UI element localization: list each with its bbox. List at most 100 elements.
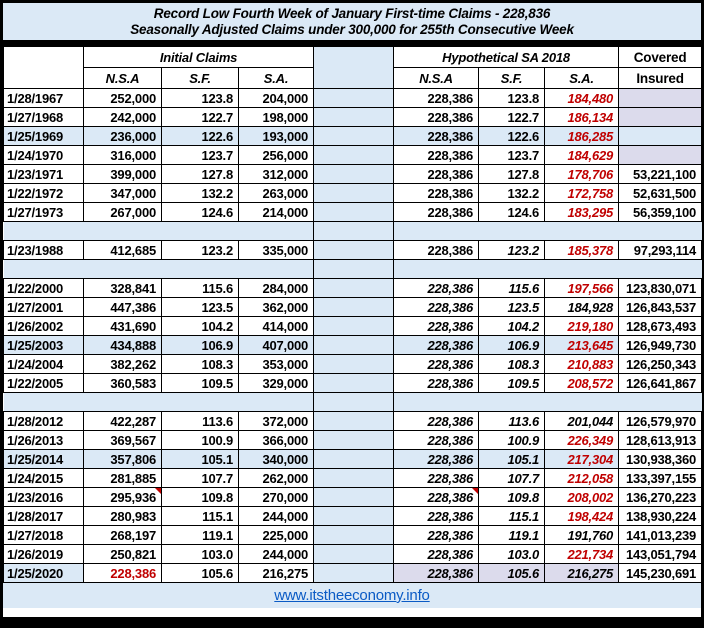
cell-hyp_sa: 210,883 (544, 354, 620, 374)
cell-covered_insured: 130,938,360 (618, 449, 703, 469)
cell-date: 1/27/1968 (3, 107, 84, 127)
cell-initial_sf: 103.0 (161, 544, 239, 564)
cell-hyp_sa: 186,134 (544, 107, 620, 127)
cell-date: 1/25/2020 (3, 563, 84, 583)
cell-hyp_sa: 201,044 (544, 411, 620, 431)
hyp-sa-header: S.A. (544, 67, 620, 89)
cell-spacer (313, 240, 395, 260)
cell-hyp_sf: 108.3 (478, 354, 546, 374)
cell-covered_insured: 128,613,913 (618, 430, 703, 450)
cell-initial_sa: 216,275 (237, 563, 315, 583)
table-row: 1/25/2014 357,806 105.1 340,000 228,386 105.1… (3, 449, 703, 469)
cell-initial_sa: 340,000 (237, 449, 315, 469)
cell-initial_nsa: 369,567 (83, 430, 162, 450)
cell-covered_insured: 141,013,239 (618, 525, 703, 545)
cell-hyp_nsa: 228,386 (393, 411, 480, 431)
spacer-column-header (313, 46, 395, 89)
cell-initial_nsa: 281,885 (83, 468, 162, 488)
cell-hyp_sa: 213,645 (544, 335, 620, 355)
cell-initial_sa: 312,000 (237, 164, 315, 184)
cell-initial_sf: 119.1 (161, 525, 239, 545)
cell-covered_insured: 136,270,223 (618, 487, 703, 507)
cell-initial_sf: 115.1 (161, 506, 239, 526)
cell-date: 1/28/2017 (3, 506, 84, 526)
cell-initial_nsa: 357,806 (83, 449, 162, 469)
cell-initial_nsa: 236,000 (83, 126, 162, 146)
cell-hyp_sf: 103.0 (478, 544, 546, 564)
table-row: 1/22/2005 360,583 109.5 329,000 228,386 109.5… (3, 373, 703, 393)
cell-hyp_sa: 185,378 (544, 240, 620, 260)
spacer-cell (313, 221, 395, 241)
cell-hyp_nsa: 228,386 (393, 506, 480, 526)
cell-initial_nsa: 412,685 (83, 240, 162, 260)
cell-covered_insured: 145,230,691 (618, 563, 703, 583)
cell-hyp_sf: 109.8 (478, 487, 546, 507)
cell-initial_sa: 329,000 (237, 373, 315, 393)
cell-hyp_nsa: 228,386 (393, 544, 480, 564)
cell-hyp_sa: 197,566 (544, 278, 620, 298)
website-link[interactable]: www.itstheeconomy.info (274, 587, 430, 604)
date-column-header (3, 46, 84, 89)
cell-hyp_nsa: 228,386 (393, 487, 480, 507)
spacer-cell (393, 221, 702, 241)
cell-spacer (313, 373, 395, 393)
cell-initial_sa: 414,000 (237, 316, 315, 336)
cell-initial_nsa: 431,690 (83, 316, 162, 336)
cell-hyp_sf: 123.8 (478, 88, 546, 108)
cell-initial_sa: 256,000 (237, 145, 315, 165)
cell-spacer (313, 411, 395, 431)
cell-initial_nsa: 252,000 (83, 88, 162, 108)
cell-covered_insured: 126,641,867 (618, 373, 703, 393)
cell-date: 1/27/2001 (3, 297, 84, 317)
cell-hyp_nsa: 228,386 (393, 202, 480, 222)
cell-hyp_sf: 122.6 (478, 126, 546, 146)
cell-initial_sf: 109.8 (161, 487, 239, 507)
table-row: 1/25/2020 228,386 105.6 216,275 228,386 105.6… (3, 563, 703, 583)
cell-hyp_sf: 115.1 (478, 506, 546, 526)
spacer-row (3, 221, 702, 241)
initial-claims-group-header: Initial Claims (82, 46, 315, 68)
cell-spacer (313, 487, 395, 507)
cell-initial_nsa: 422,287 (83, 411, 162, 431)
cell-initial_sa: 244,000 (237, 506, 315, 526)
table-row: 1/22/1972 347,000 132.2 263,000 228,386 132.2… (3, 183, 703, 203)
cell-hyp_nsa: 228,386 (393, 525, 480, 545)
cell-initial_sf: 115.6 (161, 278, 239, 298)
cell-spacer (313, 126, 395, 146)
cell-hyp_nsa: 228,386 (393, 430, 480, 450)
cell-hyp_nsa: 228,386 (393, 126, 480, 146)
cell-initial_nsa: 434,888 (83, 335, 162, 355)
spacer-cell (3, 221, 314, 241)
cell-initial_sf: 123.2 (161, 240, 239, 260)
table-row: 1/24/1970 316,000 123.7 256,000 228,386 123.7… (3, 145, 703, 165)
cell-date: 1/28/1967 (3, 88, 84, 108)
hyp-nsa-header: N.S.A (393, 67, 480, 89)
cell-hyp_sa: 186,285 (544, 126, 620, 146)
cell-spacer (313, 297, 395, 317)
cell-initial_sa: 262,000 (237, 468, 315, 488)
cell-date: 1/26/2013 (3, 430, 84, 450)
cell-date: 1/27/2018 (3, 525, 84, 545)
cell-initial_sa: 204,000 (237, 88, 315, 108)
cell-date: 1/22/1972 (3, 183, 84, 203)
cell-initial_sa: 284,000 (237, 278, 315, 298)
cell-initial_sa: 362,000 (237, 297, 315, 317)
title-line-1: Record Low Fourth Week of January First-… (153, 6, 551, 21)
cell-hyp_nsa: 228,386 (393, 240, 480, 260)
initial-sf-header: S.F. (161, 67, 239, 89)
cell-hyp_sa: 183,295 (544, 202, 620, 222)
cell-initial_sf: 124.6 (161, 202, 239, 222)
cell-hyp_sa: 208,002 (544, 487, 620, 507)
cell-hyp_nsa: 228,386 (393, 335, 480, 355)
cell-covered_insured: 128,673,493 (618, 316, 703, 336)
cell-covered_insured: 123,830,071 (618, 278, 703, 298)
spacer-cell (393, 392, 702, 412)
cell-hyp_nsa: 228,386 (393, 373, 480, 393)
hyp-sf-header: S.F. (478, 67, 546, 89)
cell-date: 1/24/1970 (3, 145, 84, 165)
cell-initial_nsa: 267,000 (83, 202, 162, 222)
covered-header: Covered (618, 46, 703, 68)
cell-hyp_sa: 172,758 (544, 183, 620, 203)
cell-hyp_nsa: 228,386 (393, 449, 480, 469)
cell-initial_nsa: 242,000 (83, 107, 162, 127)
